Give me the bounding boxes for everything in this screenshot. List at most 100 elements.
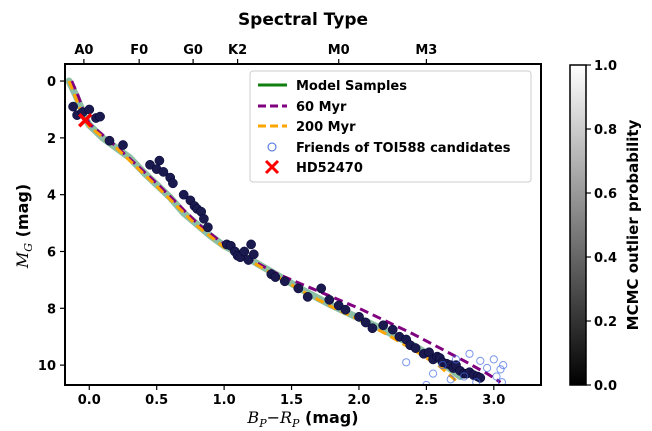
legend-200myr-label: 200 Myr [296, 120, 356, 135]
colorbar-tick-label: 0.4 [594, 251, 617, 266]
friend-candidate-point [496, 365, 505, 374]
top-axis: A0 F0 G0 K2 M0 M3 [74, 43, 437, 64]
member-point [84, 104, 95, 115]
friend-candidate-point [402, 358, 411, 367]
friend-candidate-point [451, 355, 461, 364]
member-point [168, 178, 178, 189]
x-axis: 0.0 0.5 1.0 1.5 2.0 2.5 3.0 [78, 385, 505, 408]
x-tick-label: 3.0 [482, 393, 505, 408]
x-tick-label: 2.0 [347, 393, 370, 408]
colorbar-ticks: 0.0 0.2 0.4 0.6 0.8 1.0 [586, 59, 617, 394]
member-point [367, 323, 378, 334]
x-axis-title: BP−RP (mag) [246, 408, 358, 430]
member-point [360, 317, 371, 328]
member-point [279, 276, 290, 287]
friend-candidate-point [489, 355, 498, 364]
legend-frame [249, 70, 532, 183]
y-axis-title-var: M [13, 251, 32, 269]
friend-candidate-point [465, 349, 474, 358]
legend: Model Samples 60 Myr 200 Myr Friends of … [249, 70, 532, 183]
friend-candidate-point [492, 372, 501, 381]
legend-hd-label: HD52470 [296, 161, 363, 176]
legend-hd-marker [264, 159, 280, 175]
legend-friends-label: Friends of TOI588 candidates [296, 141, 511, 156]
x-tick-label: 1.0 [213, 393, 236, 408]
y-tick-label: 8 [47, 302, 56, 317]
hd52470-marker [77, 113, 93, 128]
member-point [68, 101, 78, 112]
member-point [270, 272, 281, 282]
legend-60myr-label: 60 Myr [296, 100, 347, 115]
member-point [302, 292, 313, 302]
colorbar-label: MCMC outlier probability [624, 119, 642, 330]
colorbar-tick-label: 0.2 [594, 315, 617, 330]
x-axis-title-minus: − [267, 408, 280, 427]
member-point [324, 294, 335, 305]
member-point [104, 135, 115, 146]
points-layer [68, 101, 508, 385]
member-point [378, 320, 389, 331]
colorbar: 0.0 0.2 0.4 0.6 0.8 1.0 MCMC outlier probabil… [569, 59, 642, 394]
x-tick-label: 0.0 [78, 393, 101, 408]
y-tick-label: 6 [47, 245, 56, 260]
member-point [293, 283, 304, 294]
colorbar-tick-label: 0.8 [594, 123, 617, 138]
friend-candidate-point [438, 361, 447, 370]
friend-candidate-point [446, 375, 455, 384]
y-tick-label: 10 [38, 359, 56, 374]
x-axis-title-var1: B [246, 408, 259, 427]
top-tick-label: F0 [130, 43, 148, 58]
colorbar-tick-label: 1.0 [594, 59, 617, 74]
plot-frame [64, 63, 542, 386]
x-tick-label: 0.5 [145, 393, 168, 408]
plot-area: 0.0 0.5 1.0 1.5 2.0 2.5 3.0 0 2 4 6 8 10 A0 F0 G0 K2 M0… [38, 43, 542, 408]
x-tick-label: 2.5 [415, 393, 438, 408]
colorbar-gradient [569, 64, 587, 386]
colorbar-tick-label: 0.6 [594, 187, 617, 202]
top-tick-label: K2 [228, 43, 247, 58]
legend-friends-marker [267, 142, 277, 152]
top-tick-label: A0 [74, 43, 93, 58]
friend-candidate-point [497, 378, 506, 385]
y-axis: 0 2 4 6 8 10 [38, 75, 65, 374]
member-point [118, 140, 128, 150]
friend-candidate-point [499, 361, 508, 370]
x-axis-title-unit: (mag) [299, 408, 358, 427]
top-tick-label: M0 [328, 43, 350, 58]
x-axis-title-sub2: P [291, 417, 300, 430]
x-axis-title-var2: R [279, 408, 292, 427]
top-axis-title: Spectral Type [238, 10, 368, 30]
member-point [203, 222, 213, 233]
y-axis-title: MG (mag) [13, 184, 35, 269]
friend-candidate-point [483, 363, 492, 373]
y-tick-label: 0 [47, 75, 56, 90]
x-tick-label: 1.5 [280, 393, 303, 408]
member-point [316, 283, 327, 294]
y-axis-title-unit: (mag) [13, 184, 32, 243]
friend-candidate-point [476, 356, 485, 365]
member-point [246, 239, 256, 250]
y-axis-title-sub: G [22, 243, 35, 252]
y-tick-label: 4 [47, 189, 56, 204]
member-point [158, 167, 169, 177]
member-point [95, 111, 105, 122]
member-point [410, 343, 421, 353]
member-point [239, 246, 250, 257]
x-axis-title-sub1: P [258, 417, 267, 430]
member-point [387, 324, 398, 335]
member-point [178, 189, 189, 200]
y-tick-label: 2 [47, 132, 56, 147]
top-tick-label: M3 [415, 43, 437, 58]
top-tick-label: G0 [183, 43, 203, 58]
member-point [354, 311, 364, 322]
friend-candidate-point [472, 378, 481, 385]
member-point [340, 304, 351, 315]
member-point [248, 249, 259, 260]
friend-candidate-point [460, 372, 469, 381]
member-point [154, 155, 165, 166]
member-point [199, 213, 209, 224]
colorbar-tick-label: 0.0 [594, 379, 617, 394]
legend-model-label: Model Samples [296, 79, 407, 94]
friend-candidate-point [429, 369, 438, 378]
